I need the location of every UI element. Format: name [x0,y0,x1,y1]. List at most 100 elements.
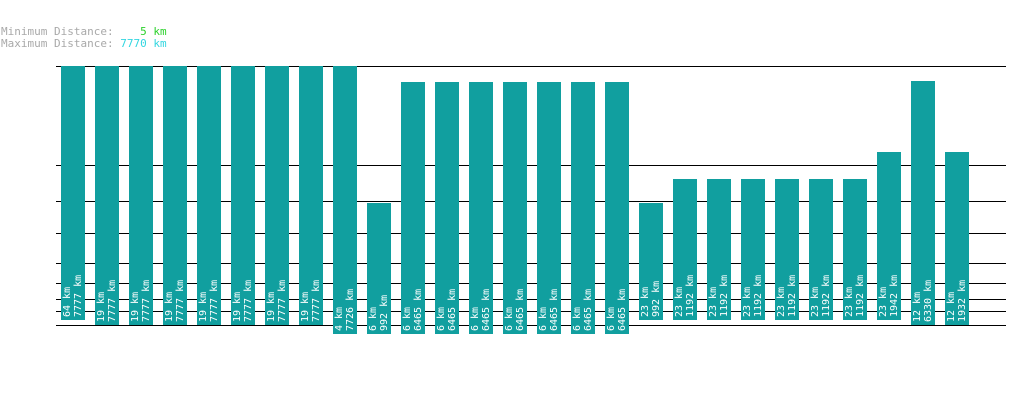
bar-label-max-20: 1192 km [719,275,730,317]
distance-summary: Minimum Distance: 5 km Maximum Distance:… [1,26,167,50]
bar-label-max-18: 992 km [651,281,662,317]
bar-label-max-14: 6465 km [515,289,526,331]
bar-1: 64 km 7777 km [61,66,85,320]
bar-label-min-18: 23 km [640,287,651,317]
bar-label-max-4: 7777 km [175,280,186,322]
min-distance-label: Minimum Distance: [1,25,114,38]
bar-label-max-11: 6465 km [413,289,424,331]
bar-rect-18 [639,203,663,320]
bar-label-min-13: 6 km [470,307,481,331]
bar-rect-23 [809,179,833,320]
bar-label-min-3: 19 km [130,292,141,322]
bar-10: 6 km 992 km [367,203,391,334]
bar-rect-26 [911,81,935,325]
bar-label-min-12: 6 km [436,307,447,331]
bar-rect-12 [435,82,459,334]
bar-rect-16 [571,82,595,334]
bar-15: 6 km 6465 km [537,82,561,334]
bar-rect-11 [401,82,425,334]
bar-label-min-5: 19 km [198,292,209,322]
min-distance-value: 5 km [140,25,167,38]
bar-label-max-6: 7777 km [243,280,254,322]
bar-label-min-21: 23 km [742,287,753,317]
bar-label-min-23: 23 km [810,287,821,317]
bar-rect-4 [163,66,187,325]
bar-rect-10 [367,203,391,334]
bar-label-max-17: 6465 km [617,289,628,331]
bar-rect-22 [775,179,799,320]
bar-label-max-9: 7726 km [345,289,356,331]
bar-rect-25 [877,152,901,320]
bar-label-max-12: 6465 km [447,289,458,331]
bar-rect-20 [707,179,731,320]
bar-rect-1 [61,66,85,320]
bar-label-min-25: 23 km [878,287,889,317]
bar-8: 19 km 7777 km [299,66,323,325]
bar-rect-3 [129,66,153,325]
bar-label-min-17: 6 km [606,307,617,331]
bar-3: 19 km 7777 km [129,66,153,325]
bar-26: 12 km 6330 km [911,81,935,325]
bar-label-min-24: 23 km [844,287,855,317]
bar-19: 23 km 1192 km [673,179,697,320]
bar-label-min-16: 6 km [572,307,583,331]
bar-label-min-9: 4 km [334,307,345,331]
bar-label-min-22: 23 km [776,287,787,317]
bar-label-max-15: 6465 km [549,289,560,331]
bar-22: 23 km 1192 km [775,179,799,320]
bar-rect-27 [945,152,969,325]
bar-label-min-19: 23 km [674,287,685,317]
bar-rect-21 [741,179,765,320]
bar-rect-17 [605,82,629,334]
bar-rect-14 [503,82,527,334]
bar-label-min-27: 12 km [946,292,957,322]
bar-24: 23 km 1192 km [843,179,867,320]
bar-label-max-10: 992 km [379,295,390,331]
bar-label-max-24: 1192 km [855,275,866,317]
bar-label-min-26: 12 km [912,292,923,322]
bar-label-max-8: 7777 km [311,280,322,322]
bar-label-max-1: 7777 km [73,275,84,317]
bar-rect-2 [95,66,119,325]
bar-21: 23 km 1192 km [741,179,765,320]
bar-label-min-10: 6 km [368,307,379,331]
max-distance-row: Maximum Distance: 7770 km [1,38,167,50]
bar-13: 6 km 6465 km [469,82,493,334]
bar-rect-13 [469,82,493,334]
bar-label-min-8: 19 km [300,292,311,322]
bar-label-max-2: 7777 km [107,280,118,322]
bar-label-max-19: 1192 km [685,275,696,317]
bar-20: 23 km 1192 km [707,179,731,320]
bar-2: 19 km 7777 km [95,66,119,325]
bar-rect-24 [843,179,867,320]
bar-label-min-6: 19 km [232,292,243,322]
bar-label-max-23: 1192 km [821,275,832,317]
bar-7: 19 km 7777 km [265,66,289,325]
bar-label-min-4: 19 km [164,292,175,322]
bar-label-max-16: 6465 km [583,289,594,331]
bar-rect-9 [333,66,357,334]
bar-rect-6 [231,66,255,325]
bar-label-max-22: 1192 km [787,275,798,317]
bar-14: 6 km 6465 km [503,82,527,334]
bar-4: 19 km 7777 km [163,66,187,325]
bar-label-max-7: 7777 km [277,280,288,322]
bar-rect-8 [299,66,323,325]
bar-18: 23 km 992 km [639,203,663,320]
bar-rect-15 [537,82,561,334]
bar-rect-7 [265,66,289,325]
bar-label-max-5: 7777 km [209,280,220,322]
bar-label-min-1: 64 km [62,287,73,317]
bar-27: 12 km 1932 km [945,152,969,325]
bar-11: 6 km 6465 km [401,82,425,334]
bar-12: 6 km 6465 km [435,82,459,334]
bar-16: 6 km 6465 km [571,82,595,334]
bar-rect-19 [673,179,697,320]
bar-label-max-3: 7777 km [141,280,152,322]
bar-label-min-20: 23 km [708,287,719,317]
bar-label-max-13: 6465 km [481,289,492,331]
min-distance-row: Minimum Distance: 5 km [1,26,167,38]
bar-17: 6 km 6465 km [605,82,629,334]
bar-25: 23 km 1942 km [877,152,901,320]
